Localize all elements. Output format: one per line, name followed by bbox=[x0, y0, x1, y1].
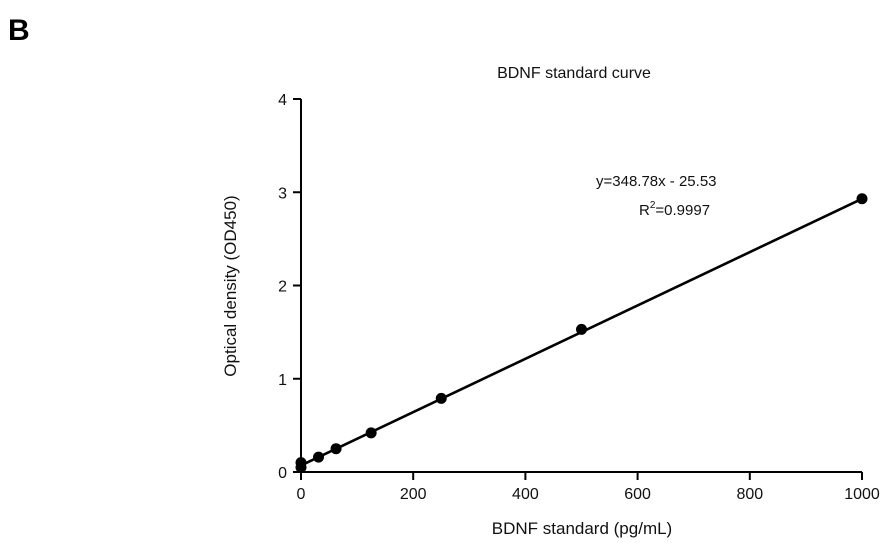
data-point bbox=[435, 392, 447, 404]
y-axis-label: Optical density (OD450) bbox=[221, 195, 240, 376]
x-ticks: 0 200 400 600 800 1000 bbox=[297, 472, 880, 503]
data-point bbox=[856, 193, 868, 205]
r-squared: R2=0.9997 bbox=[639, 200, 710, 219]
x-tick-label: 400 bbox=[512, 486, 539, 503]
fit-equation: y=348.78x - 25.53 bbox=[596, 173, 717, 190]
r-squared-exponent: 2 bbox=[650, 200, 656, 211]
y-ticks: 0 1 2 3 4 bbox=[278, 92, 301, 482]
x-tick-label: 1000 bbox=[844, 486, 880, 503]
chart-title: BDNF standard curve bbox=[497, 65, 651, 82]
x-axis-label: BDNF standard (pg/mL) bbox=[492, 519, 672, 538]
data-point bbox=[313, 451, 325, 463]
data-point bbox=[330, 443, 342, 455]
data-points bbox=[295, 193, 868, 473]
y-tick-label: 0 bbox=[278, 465, 287, 482]
y-tick-label: 1 bbox=[278, 372, 287, 389]
y-tick-label: 4 bbox=[278, 92, 287, 109]
data-point bbox=[576, 323, 587, 335]
y-tick-label: 2 bbox=[278, 279, 287, 296]
x-tick-label: 0 bbox=[297, 486, 306, 503]
data-point bbox=[365, 427, 377, 439]
y-tick-label: 3 bbox=[278, 185, 287, 202]
x-tick-label: 600 bbox=[624, 486, 651, 503]
x-tick-label: 800 bbox=[736, 486, 763, 503]
data-point bbox=[295, 457, 307, 469]
panel-label: B bbox=[8, 14, 30, 47]
x-tick-label: 200 bbox=[400, 486, 427, 503]
r-squared-value: =0.9997 bbox=[655, 202, 710, 219]
r-squared-prefix: R bbox=[639, 202, 650, 219]
